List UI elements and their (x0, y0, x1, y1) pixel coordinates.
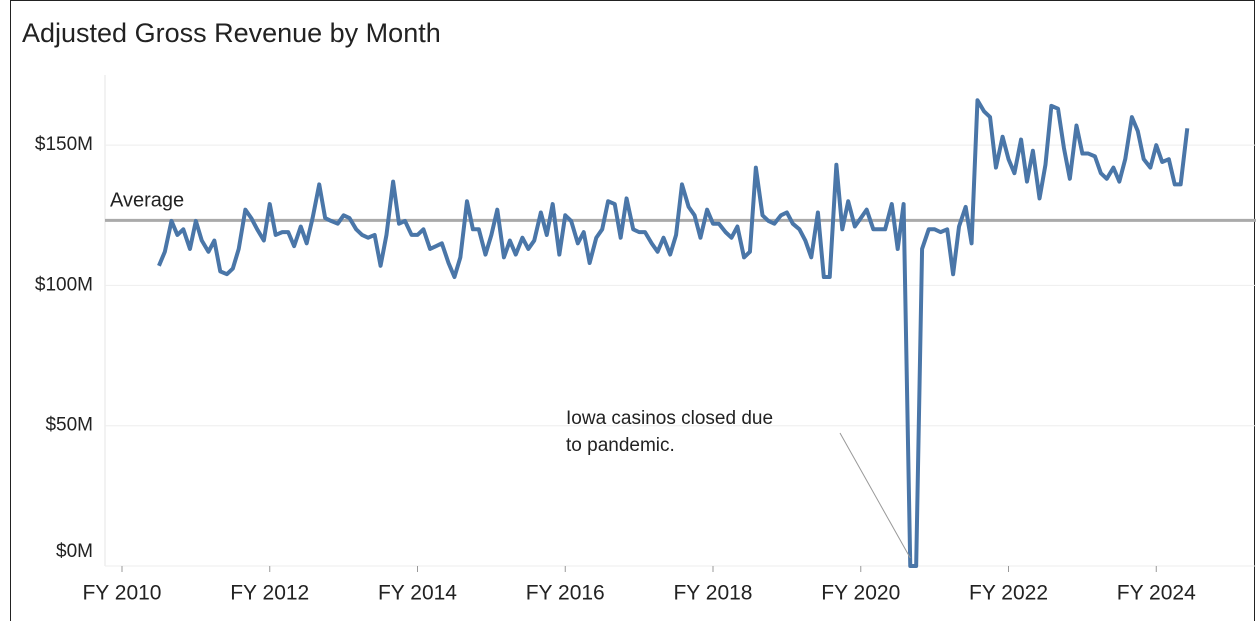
average-label: Average (110, 190, 184, 212)
y-tick-label: $150M (35, 134, 93, 155)
x-tick-label: FY 2018 (673, 582, 752, 605)
x-tick-label: FY 2010 (82, 582, 161, 605)
x-tick-label: FY 2014 (378, 582, 457, 605)
x-tick-label: FY 2020 (821, 582, 900, 605)
annotation-text: to pandemic. (566, 435, 675, 456)
frame (10, 0, 1255, 621)
x-tick-label: FY 2012 (230, 582, 309, 605)
x-tick-label: FY 2022 (969, 582, 1048, 605)
y-tick-label: $100M (35, 274, 93, 295)
revenue-line (157, 98, 1190, 568)
annotation-text: Iowa casinos closed due (566, 408, 773, 429)
x-tick-label: FY 2016 (526, 582, 605, 605)
chart-title: Adjusted Gross Revenue by Month (22, 18, 441, 48)
x-tick-label: FY 2024 (1117, 582, 1196, 605)
annotation-leader (839, 432, 911, 559)
y-tick-label: $0M (56, 541, 93, 562)
y-tick-label: $50M (45, 415, 93, 436)
